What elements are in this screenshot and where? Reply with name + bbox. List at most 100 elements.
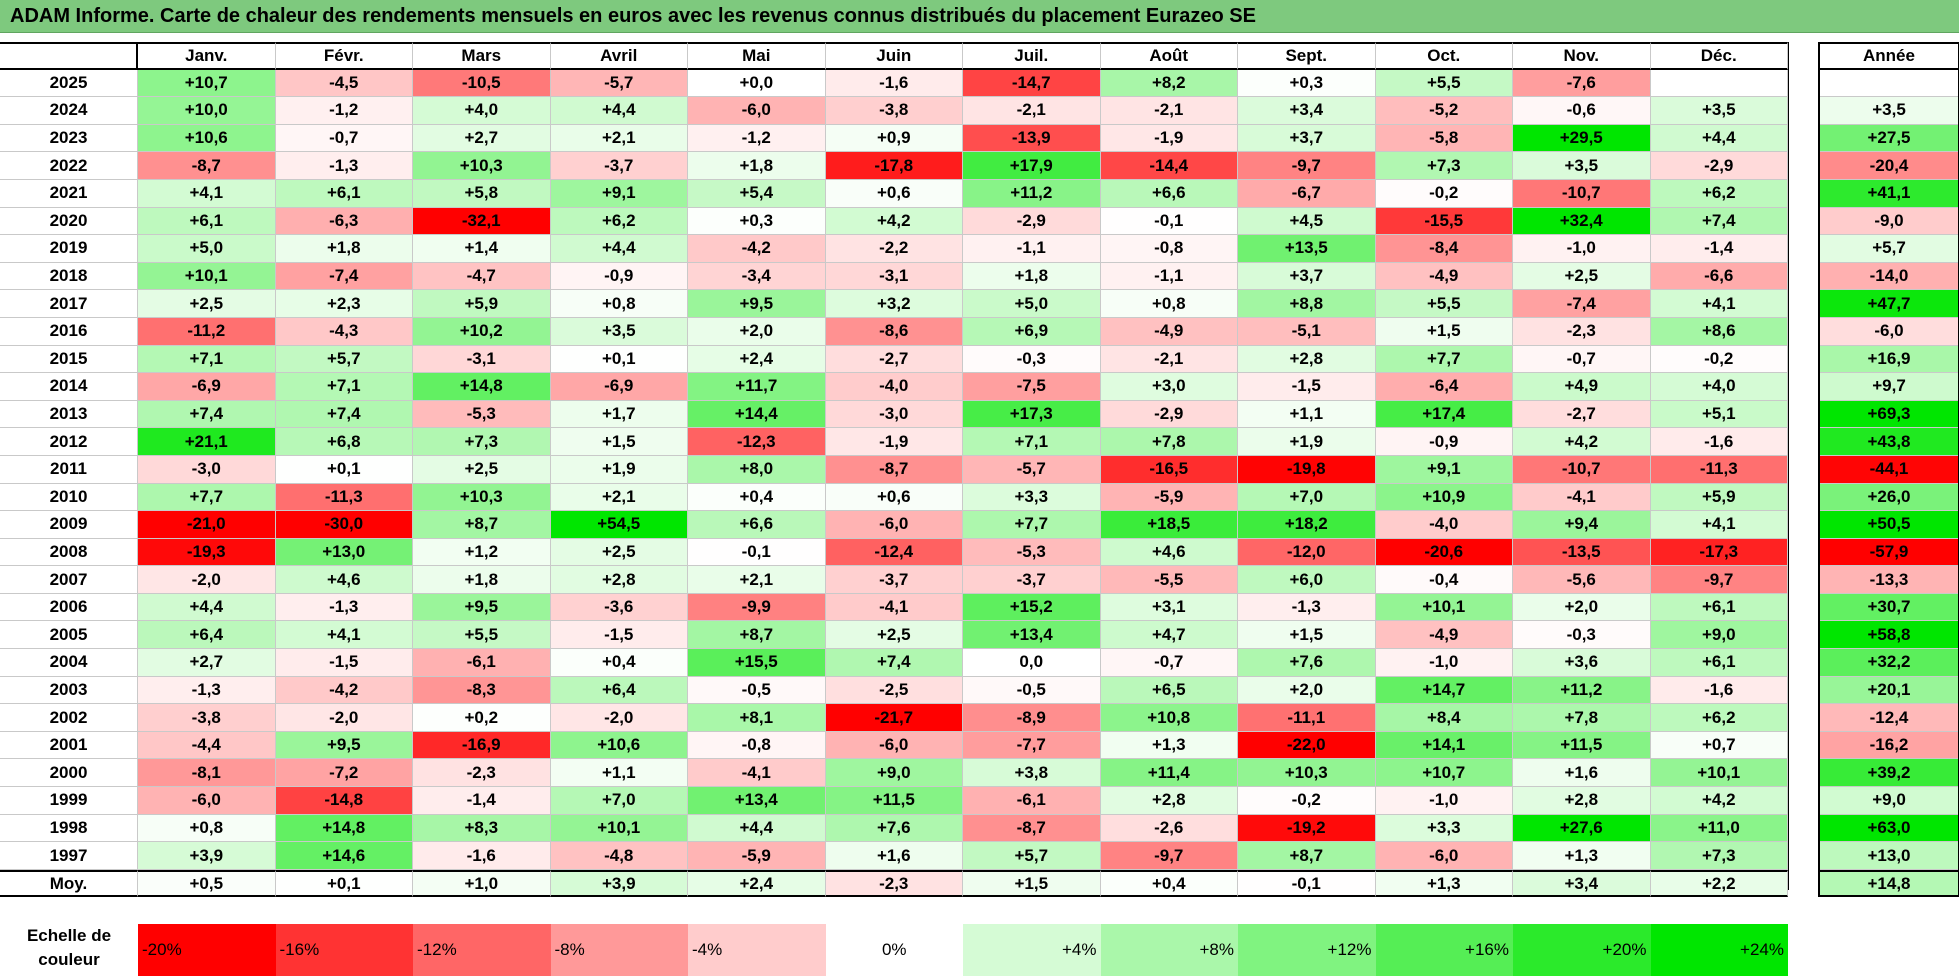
heatmap-cell: -19,8 — [1238, 455, 1376, 484]
heatmap-cell: -10,7 — [1513, 179, 1651, 208]
heatmap-cell: -0,1 — [1100, 207, 1238, 236]
annual-returns-column: Année +3,5 +27,5 -20,4 +41,1 -9,0 +5,7 -14,0 +47… — [1818, 42, 1959, 898]
heatmap-cell: +8,4 — [1375, 704, 1513, 732]
heatmap-cell: +5,9 — [1650, 483, 1788, 512]
heatmap-cell: +2,7 — [413, 124, 551, 153]
heatmap-cell: -2,0 — [275, 704, 413, 732]
heatmap-cell: +10,9 — [1375, 483, 1513, 512]
heatmap-cell: 0,0 — [963, 649, 1101, 677]
heatmap-cell: +17,3 — [963, 400, 1101, 429]
heatmap-cell: +4,1 — [138, 179, 276, 208]
heatmap-cell: -4,2 — [688, 235, 826, 263]
heatmap-cell: +10,1 — [1375, 593, 1513, 622]
heatmap-cell: +2,4 — [688, 345, 826, 374]
heatmap-cell: +0,8 — [550, 290, 688, 318]
heatmap-cell: +4,4 — [550, 97, 688, 125]
heatmap-cell: +14,8 — [275, 814, 413, 843]
heatmap-cell: +4,6 — [275, 566, 413, 594]
heatmap-cell: +27,6 — [1513, 814, 1651, 843]
heatmap-cell: +10,1 — [550, 814, 688, 843]
year-label: 2017 — [0, 290, 138, 318]
heatmap-cell: +0,6 — [825, 483, 963, 512]
heatmap-cell: +6,1 — [1650, 593, 1788, 622]
heatmap-cell: +5,7 — [275, 345, 413, 374]
heatmap-cell: +10,0 — [138, 97, 276, 125]
year-label: 2010 — [0, 483, 138, 512]
color-scale-swatch: -16% — [275, 924, 413, 976]
heatmap-cell: +10,3 — [413, 483, 551, 512]
heatmap-cell: -11,2 — [138, 317, 276, 346]
heatmap-cell: +7,1 — [275, 373, 413, 401]
heatmap-cell: +2,7 — [138, 649, 276, 677]
year-label: 2015 — [0, 345, 138, 374]
heatmap-cell: +11,2 — [1513, 676, 1651, 705]
heatmap-cell: -0,8 — [688, 731, 826, 760]
heatmap-cell: -2,9 — [1100, 400, 1238, 429]
heatmap-cell: +5,5 — [413, 621, 551, 650]
heatmap-cell: -2,7 — [1513, 400, 1651, 429]
heatmap-cell: -6,6 — [1650, 262, 1788, 291]
heatmap-cell: +8,7 — [1238, 842, 1376, 870]
year-label: 2001 — [0, 731, 138, 760]
heatmap-cell: -7,4 — [275, 262, 413, 291]
heatmap-cell: -4,9 — [1100, 317, 1238, 346]
heatmap-cell: -0,2 — [1375, 179, 1513, 208]
year-label: 2022 — [0, 152, 138, 180]
year-label: 2013 — [0, 400, 138, 429]
heatmap-cell: +8,7 — [688, 621, 826, 650]
heatmap-cell: +0,1 — [550, 345, 688, 374]
heatmap-cell: +3,5 — [1513, 152, 1651, 180]
annual-cell: -12,4 — [1820, 704, 1958, 732]
heatmap-cell: -1,3 — [1238, 593, 1376, 622]
heatmap-cell: +18,5 — [1100, 511, 1238, 539]
heatmap-cell: -0,6 — [1513, 97, 1651, 125]
heatmap-cell: -3,8 — [138, 704, 276, 732]
annual-cell: +27,5 — [1820, 124, 1958, 153]
heatmap-cell: +0,8 — [138, 814, 276, 843]
color-scale-swatch: -20% — [138, 924, 276, 976]
annual-cell: +50,5 — [1820, 511, 1958, 539]
year-label: 2009 — [0, 511, 138, 539]
color-scale-swatch: 0% — [825, 924, 963, 976]
heatmap-cell: -1,3 — [275, 593, 413, 622]
heatmap-cell: +7,4 — [825, 649, 963, 677]
year-label: 2005 — [0, 621, 138, 650]
heatmap-cell: -2,9 — [963, 207, 1101, 236]
heatmap-cell: -9,7 — [1238, 152, 1376, 180]
heatmap-cell: +3,7 — [1238, 124, 1376, 153]
heatmap-cell: +17,4 — [1375, 400, 1513, 429]
heatmap-cell: +21,1 — [138, 428, 276, 456]
year-label: 2020 — [0, 207, 138, 236]
heatmap-cell: +6,2 — [550, 207, 688, 236]
heatmap-cell: -1,0 — [1375, 649, 1513, 677]
heatmap-cell: +10,8 — [1100, 704, 1238, 732]
heatmap-cell: -6,9 — [550, 373, 688, 401]
heatmap-cell: +6,6 — [1100, 179, 1238, 208]
heatmap-cell: +1,9 — [1238, 428, 1376, 456]
month-header: Mars — [413, 42, 551, 70]
heatmap-cell: +9,1 — [550, 179, 688, 208]
heatmap-cell: +10,7 — [138, 69, 276, 98]
average-cell: +0,1 — [275, 869, 413, 898]
month-header: Avril — [550, 42, 688, 70]
annual-cell: -13,3 — [1820, 566, 1958, 594]
heatmap-cell: +0,4 — [688, 483, 826, 512]
heatmap-cell: +4,2 — [825, 207, 963, 236]
heatmap-cell: +1,6 — [825, 842, 963, 870]
annual-average-cell: +14,8 — [1820, 869, 1958, 898]
heatmap-cell: -21,7 — [825, 704, 963, 732]
year-label: 1999 — [0, 787, 138, 815]
month-header: Août — [1100, 42, 1238, 70]
heatmap-cell: -4,2 — [275, 676, 413, 705]
heatmap-cell: -20,6 — [1375, 538, 1513, 567]
heatmap-cell: +7,7 — [138, 483, 276, 512]
heatmap-cell: +1,3 — [1100, 731, 1238, 760]
annual-cell — [1820, 69, 1958, 98]
heatmap-cell: +5,0 — [963, 290, 1101, 318]
month-header: Févr. — [275, 42, 413, 70]
heatmap-cell: -4,4 — [138, 731, 276, 760]
heatmap-cell: -2,9 — [1650, 152, 1788, 180]
annual-cell: +39,2 — [1820, 759, 1958, 788]
color-scale-swatch: +16% — [1375, 924, 1513, 976]
heatmap-cell: -0,1 — [688, 538, 826, 567]
